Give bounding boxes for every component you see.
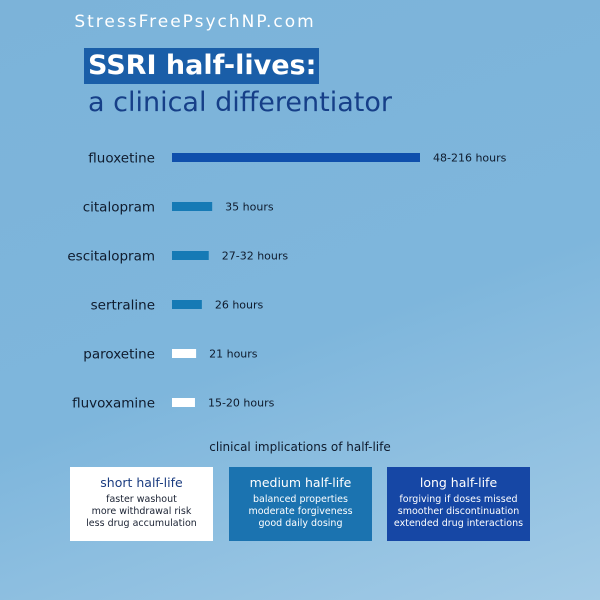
- data-label: 21 hours: [209, 348, 258, 361]
- long-half-life-card: long half-life forgiving if doses missed…: [387, 467, 530, 541]
- bar-sertraline: [172, 300, 202, 309]
- bar-citalopram: [172, 202, 213, 211]
- card-line: smoother discontinuation: [397, 506, 520, 517]
- category-label: sertraline: [91, 298, 155, 314]
- category-label: citalopram: [83, 200, 155, 216]
- category-label: fluoxetine: [88, 151, 155, 167]
- card-line: faster washout: [106, 494, 177, 505]
- half-life-bar-chart: fluoxetine 48-216 hours citalopram 35 hours…: [67, 151, 507, 412]
- data-label: 48-216 hours: [433, 152, 507, 165]
- page-title: SSRI half-lives:: [88, 50, 317, 81]
- data-label: 15-20 hours: [208, 397, 275, 410]
- card-line: more withdrawal risk: [91, 506, 192, 517]
- card-line: moderate forgiveness: [248, 506, 353, 517]
- short-half-life-card: short half-life faster washout more with…: [70, 467, 213, 541]
- bar-fluoxetine: [172, 153, 420, 162]
- card-line: forgiving if doses missed: [399, 494, 518, 505]
- card-title: short half-life: [100, 475, 183, 490]
- implications-heading: clinical implications of half-life: [209, 440, 391, 454]
- site-url: StressFreePsychNP.com: [74, 12, 316, 32]
- category-label: fluvoxamine: [72, 396, 155, 412]
- data-label: 26 hours: [215, 299, 264, 312]
- title-highlight: [84, 48, 319, 84]
- bar-paroxetine: [172, 349, 197, 358]
- card-title: long half-life: [419, 475, 498, 490]
- category-label: escitalopram: [67, 249, 155, 265]
- page-subtitle: a clinical differentiator: [88, 87, 392, 118]
- data-label: 35 hours: [225, 201, 274, 214]
- card-line: extended drug interactions: [393, 518, 524, 529]
- category-label: paroxetine: [83, 347, 155, 363]
- card-line: less drug accumulation: [86, 518, 197, 529]
- data-label: 27-32 hours: [222, 250, 289, 263]
- medium-half-life-card: medium half-life balanced properties mod…: [229, 467, 372, 541]
- bar-escitalopram: [172, 251, 209, 260]
- card-line: good daily dosing: [258, 518, 343, 529]
- bar-fluvoxamine: [172, 398, 195, 407]
- card-line: balanced properties: [253, 494, 348, 505]
- card-title: medium half-life: [249, 475, 352, 490]
